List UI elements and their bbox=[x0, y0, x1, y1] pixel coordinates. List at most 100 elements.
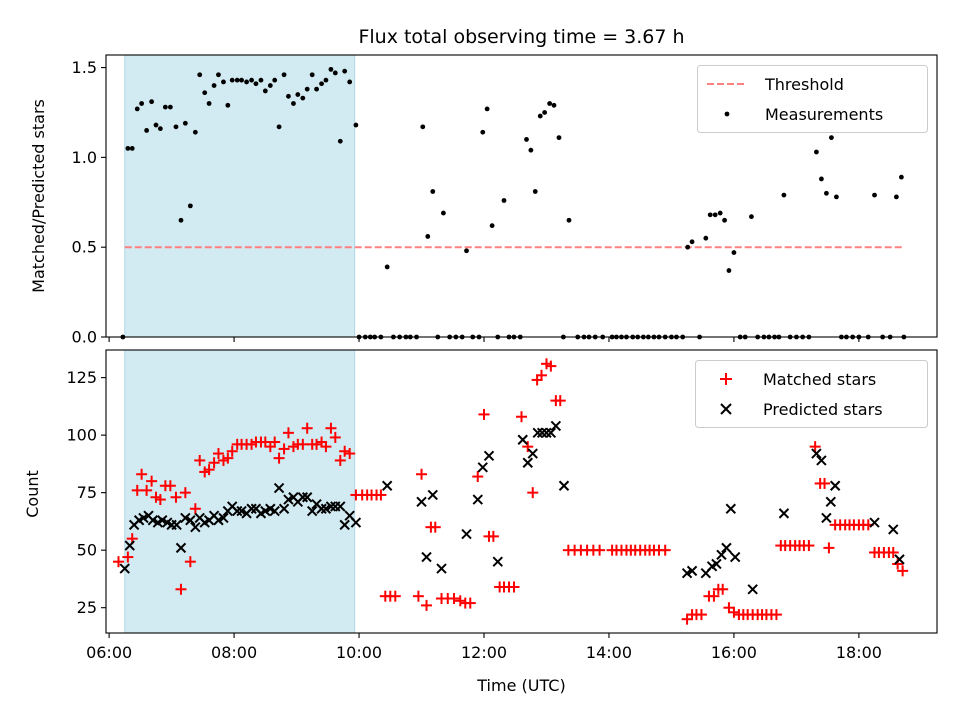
measurement-point bbox=[384, 264, 390, 270]
predicted-star-marker bbox=[532, 427, 543, 439]
predicted-star-marker bbox=[185, 515, 196, 526]
predicted-star-marker bbox=[522, 457, 533, 468]
x-axis-label: Time (UTC) bbox=[476, 676, 565, 695]
matched-star-marker bbox=[226, 445, 238, 457]
matched-star-marker bbox=[278, 443, 290, 455]
predicted-star-marker bbox=[483, 450, 495, 462]
measurement-point bbox=[157, 126, 163, 132]
matched-star-marker bbox=[464, 597, 476, 609]
matched-star-marker bbox=[131, 484, 143, 496]
measurement-point bbox=[300, 95, 306, 101]
matched-star-marker bbox=[273, 452, 285, 464]
top-panel: 0.0 0.5 1.0 1.5 Matched/Predicted stars Thr… bbox=[29, 54, 938, 347]
predicted-star-marker bbox=[339, 519, 350, 531]
x-tick-label: 14:00 bbox=[586, 643, 632, 662]
predicted-star-marker bbox=[190, 521, 201, 533]
measurement-point bbox=[749, 214, 754, 220]
predicted-star-marker bbox=[829, 480, 841, 491]
predicted-star-marker bbox=[721, 542, 732, 554]
matched-star-marker bbox=[282, 427, 294, 439]
matched-star-marker bbox=[269, 436, 281, 448]
predicted-star-marker bbox=[527, 448, 538, 459]
legend-matched-label: Matched stars bbox=[763, 370, 876, 389]
matched-star-marker bbox=[329, 431, 341, 443]
measurement-point bbox=[167, 104, 173, 110]
y-tick-label: 75 bbox=[77, 483, 97, 502]
measurement-point bbox=[556, 135, 562, 141]
measurement-point bbox=[781, 192, 787, 198]
measurement-point bbox=[249, 77, 254, 83]
measurement-point bbox=[225, 102, 231, 108]
measurement-point bbox=[337, 138, 343, 144]
predicted-star-marker bbox=[427, 489, 438, 501]
matched-star-marker bbox=[222, 452, 234, 464]
measurement-point bbox=[129, 146, 135, 151]
predicted-star-marker bbox=[825, 496, 836, 508]
x-tick-label: 08:00 bbox=[211, 643, 257, 662]
x-tick-label: 18:00 bbox=[836, 643, 882, 662]
predicted-star-marker bbox=[301, 492, 313, 503]
y-tick-label: 0.0 bbox=[72, 328, 97, 347]
measurement-point bbox=[234, 77, 240, 83]
top-legend-box bbox=[697, 65, 928, 133]
predicted-star-marker bbox=[297, 492, 309, 503]
top-y-ticks: 0.0 0.5 1.0 1.5 bbox=[72, 58, 106, 347]
measurement-point bbox=[685, 244, 691, 250]
matched-star-marker bbox=[545, 360, 557, 372]
top-y-axis-label: Matched/Predicted stars bbox=[29, 99, 48, 293]
matched-star-marker bbox=[412, 590, 424, 602]
legend-measurements-swatch bbox=[724, 111, 730, 117]
matched-star-marker bbox=[301, 422, 313, 434]
predicted-star-marker bbox=[811, 448, 822, 459]
measurement-point bbox=[211, 83, 217, 88]
y-tick-label: 1.0 bbox=[72, 148, 97, 167]
measurement-point bbox=[566, 217, 572, 223]
top-legend: Threshold Measurements bbox=[697, 65, 928, 133]
matched-star-marker bbox=[136, 468, 148, 480]
matched-star-marker bbox=[535, 369, 547, 381]
matched-star-marker bbox=[527, 487, 539, 499]
measurement-point bbox=[229, 77, 235, 83]
bottom-x-ticks: 06:00 08:00 10:00 12:00 14:00 16:00 18:00 bbox=[86, 633, 882, 662]
matched-star-marker bbox=[695, 609, 707, 621]
matched-star-marker bbox=[325, 422, 337, 434]
matched-star-marker bbox=[194, 454, 206, 466]
figure-title: Flux total observing time = 3.67 h bbox=[358, 26, 684, 48]
legend-measurements-label: Measurements bbox=[765, 105, 883, 124]
measurement-point bbox=[304, 86, 310, 92]
matched-star-marker bbox=[344, 448, 356, 460]
measurement-point bbox=[707, 212, 713, 218]
matched-star-marker bbox=[339, 445, 351, 457]
measurement-point bbox=[192, 129, 198, 135]
measurement-point bbox=[898, 174, 904, 180]
measurement-point bbox=[829, 135, 834, 141]
predicted-star-marker bbox=[124, 540, 135, 551]
measurement-point bbox=[182, 120, 188, 126]
predicted-star-marker bbox=[725, 503, 737, 514]
measurement-point bbox=[149, 99, 155, 105]
predicted-star-marker bbox=[778, 508, 790, 519]
matched-star-marker bbox=[320, 441, 332, 453]
top-shaded-interval bbox=[124, 54, 356, 338]
measurement-point bbox=[253, 81, 259, 87]
measurement-point bbox=[276, 124, 282, 130]
matched-star-marker bbox=[708, 590, 720, 602]
predicted-star-marker bbox=[472, 494, 483, 505]
predicted-star-marker bbox=[869, 517, 880, 528]
measurement-point bbox=[420, 124, 426, 130]
measurement-point bbox=[323, 77, 329, 83]
predicted-star-marker bbox=[416, 496, 427, 508]
observing-interval-band bbox=[124, 54, 356, 338]
y-tick-label: 50 bbox=[77, 541, 97, 560]
measurement-point bbox=[295, 92, 301, 97]
predicted-star-marker bbox=[711, 558, 722, 570]
matched-star-marker bbox=[554, 395, 566, 407]
measurement-point bbox=[547, 101, 553, 106]
predicted-star-marker bbox=[325, 501, 337, 512]
bottom-shaded-interval bbox=[124, 349, 356, 634]
legend-matched-swatch bbox=[720, 373, 732, 385]
measurement-point bbox=[309, 72, 315, 78]
predicted-star-marker bbox=[316, 503, 327, 514]
matched-star-marker bbox=[803, 540, 815, 552]
